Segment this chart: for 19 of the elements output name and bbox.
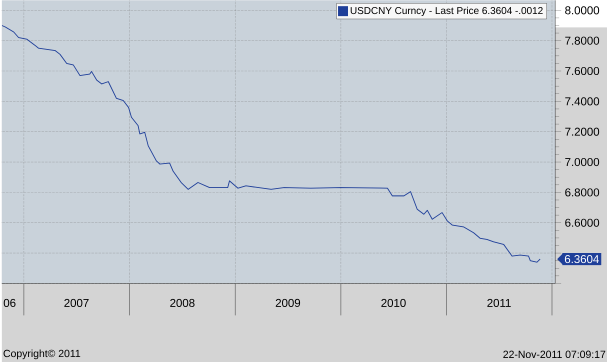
- legend-label: USDCNY Curncy - Last Price 6.3604 -.0012: [350, 6, 543, 16]
- x-tick-label: 06: [4, 298, 16, 307]
- x-tick-label: 2007: [64, 298, 89, 307]
- text: Copyright© 2011: [4, 349, 80, 360]
- y-tick-label: 8.0000: [565, 6, 600, 14]
- y-tick-label: 6.6000: [565, 218, 600, 227]
- x-tick-label: 2009: [276, 298, 300, 307]
- text: 22-Nov-2011 07:09:17: [503, 350, 606, 358]
- x-tick-label: 2010: [381, 298, 406, 307]
- y-tick-label: 7.8000: [565, 36, 600, 45]
- x-tick-label: 2011: [487, 298, 511, 307]
- y-tick-label: 7.0000: [565, 158, 600, 166]
- x-tick-label: 2008: [170, 298, 195, 307]
- annotation: 6.3604: [564, 254, 599, 263]
- y-tick-label: 6.8000: [565, 188, 600, 196]
- line-series: [2, 24, 541, 262]
- y-tick-label: 7.6000: [565, 66, 600, 75]
- y-tick-label: 7.2000: [565, 127, 600, 136]
- y-tick-label: 7.4000: [565, 97, 600, 106]
